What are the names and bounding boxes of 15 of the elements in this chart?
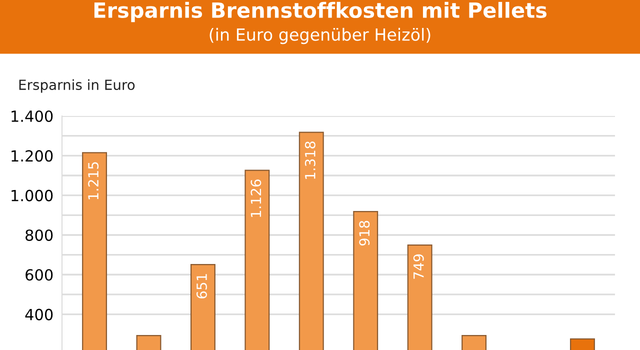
data-label: 1.215	[88, 162, 99, 200]
y-tick-label: 800	[26, 229, 53, 242]
y-tick-label: 1.400	[12, 110, 53, 122]
y-tick-label: 1.200	[12, 150, 53, 162]
chart-title: Ersparnis Brennstoffkosten mit Pellets	[94, 2, 546, 22]
data-label: 651	[196, 274, 207, 298]
y-axis-title: Ersparnis in Euro	[19, 79, 135, 93]
y-tick-label: 400	[25, 308, 53, 320]
data-label: 749	[413, 254, 424, 279]
chart-subtitle: (in Euro gegenüber Heizöl)	[210, 28, 430, 44]
data-label: 918	[359, 220, 370, 246]
data-label: 1.126	[250, 180, 262, 217]
y-tick-label: 1.000	[12, 190, 53, 202]
data-label: 1.318	[304, 142, 316, 179]
y-tick-label: 600	[26, 269, 53, 281]
